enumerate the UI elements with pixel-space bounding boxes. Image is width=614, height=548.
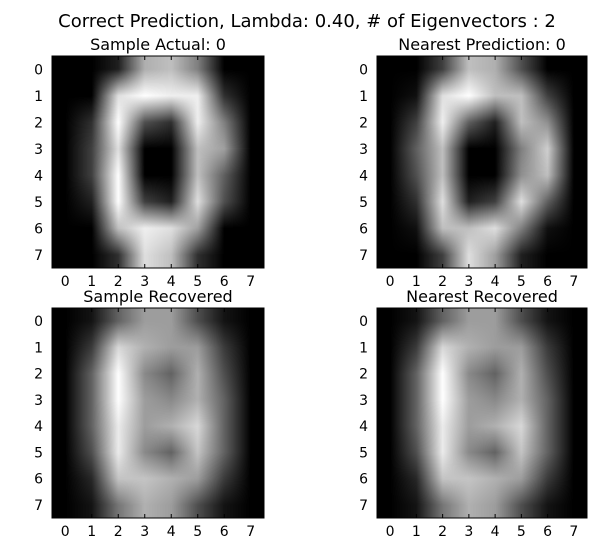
panel-2-frame xyxy=(376,55,588,269)
panel-2-heatmap xyxy=(377,56,587,268)
panel-1-ytick-label: 0 xyxy=(34,62,43,78)
panel-3-ytick-label: 1 xyxy=(34,340,43,356)
panel-3-ytick-label: 0 xyxy=(34,314,43,330)
panel-2-ytick-label: 1 xyxy=(359,89,368,105)
panel-1-ytick-label: 7 xyxy=(34,248,43,264)
panel-1-xtick-label: 6 xyxy=(220,274,229,290)
panel-2-xtick-label: 7 xyxy=(569,274,578,290)
panel-3-xtick-label: 1 xyxy=(87,524,96,540)
panel-4-ytick-label: 2 xyxy=(359,367,368,383)
panel-1-xtick-label: 0 xyxy=(61,274,70,290)
panel-4-xtick-label: 4 xyxy=(491,524,500,540)
panel-4-xtick-label: 3 xyxy=(464,524,473,540)
panel-3-ytick-label: 6 xyxy=(34,472,43,488)
panel-3-ytick-label: 5 xyxy=(34,445,43,461)
panel-3-xtick-label: 5 xyxy=(193,524,202,540)
panel-1-ytick-label: 2 xyxy=(34,115,43,131)
panel-2-ytick-label: 5 xyxy=(359,195,368,211)
panel-3-ytick-label: 2 xyxy=(34,367,43,383)
panel-2-ytick-label: 0 xyxy=(359,62,368,78)
panel-3-xtick-label: 2 xyxy=(114,524,123,540)
panel-2-xtick-label: 6 xyxy=(543,274,552,290)
panel-4-ytick-label: 7 xyxy=(359,498,368,514)
panel-3-ytick-label: 7 xyxy=(34,498,43,514)
panel-2-xtick-label: 1 xyxy=(412,274,421,290)
panel-2-xtick-label: 2 xyxy=(438,274,447,290)
panel-3-ytick-label: 4 xyxy=(34,419,43,435)
panel-3-ytick-label: 3 xyxy=(34,393,43,409)
panel-4-ytick-label: 1 xyxy=(359,340,368,356)
panel-2-xtick-label: 3 xyxy=(464,274,473,290)
panel-4-xtick-label: 0 xyxy=(386,524,395,540)
panel-1-ytick-label: 1 xyxy=(34,89,43,105)
panel-4-heatmap xyxy=(377,308,587,518)
panel-2-xtick-label: 5 xyxy=(517,274,526,290)
panel-1-xtick-label: 4 xyxy=(167,274,176,290)
figure-title: Correct Prediction, Lambda: 0.40, # of E… xyxy=(58,11,556,32)
panel-3-frame xyxy=(51,307,265,519)
panel-1-xtick-label: 2 xyxy=(114,274,123,290)
panel-2-ytick-label: 4 xyxy=(359,168,368,184)
panel-1-xtick-label: 5 xyxy=(193,274,202,290)
panel-1-ytick-label: 3 xyxy=(34,142,43,158)
panel-1-ytick-label: 5 xyxy=(34,195,43,211)
panel-1-frame xyxy=(51,55,265,269)
panel-1-xtick-label: 3 xyxy=(140,274,149,290)
panel-2-title: Nearest Prediction: 0 xyxy=(398,35,566,54)
panel-3-title: Sample Recovered xyxy=(83,287,232,306)
panel-4-xtick-label: 2 xyxy=(438,524,447,540)
panel-4-ytick-label: 4 xyxy=(359,419,368,435)
panel-1-title: Sample Actual: 0 xyxy=(90,35,226,54)
panel-2-ytick-label: 7 xyxy=(359,248,368,264)
panel-1-xtick-label: 7 xyxy=(246,274,255,290)
panel-1-ytick-label: 6 xyxy=(34,221,43,237)
panel-1-xtick-label: 1 xyxy=(87,274,96,290)
panel-2-ytick-label: 6 xyxy=(359,221,368,237)
panel-3-heatmap xyxy=(52,308,264,518)
panel-2-ytick-label: 3 xyxy=(359,142,368,158)
panel-4-xtick-label: 1 xyxy=(412,524,421,540)
panel-4-xtick-label: 5 xyxy=(517,524,526,540)
panel-4-xtick-label: 7 xyxy=(569,524,578,540)
panel-3-xtick-label: 6 xyxy=(220,524,229,540)
panel-1-heatmap xyxy=(52,56,264,268)
panel-3-xtick-label: 4 xyxy=(167,524,176,540)
panel-4-title: Nearest Recovered xyxy=(406,287,558,306)
panel-3-xtick-label: 0 xyxy=(61,524,70,540)
panel-1-ytick-label: 4 xyxy=(34,168,43,184)
panel-2-ytick-label: 2 xyxy=(359,115,368,131)
panel-3-xtick-label: 7 xyxy=(246,524,255,540)
panel-3-xtick-label: 3 xyxy=(140,524,149,540)
panel-2-xtick-label: 0 xyxy=(386,274,395,290)
panel-4-ytick-label: 5 xyxy=(359,445,368,461)
panel-4-ytick-label: 6 xyxy=(359,472,368,488)
panel-4-ytick-label: 0 xyxy=(359,314,368,330)
panel-4-xtick-label: 6 xyxy=(543,524,552,540)
panel-4-frame xyxy=(376,307,588,519)
panel-4-ytick-label: 3 xyxy=(359,393,368,409)
panel-2-xtick-label: 4 xyxy=(491,274,500,290)
